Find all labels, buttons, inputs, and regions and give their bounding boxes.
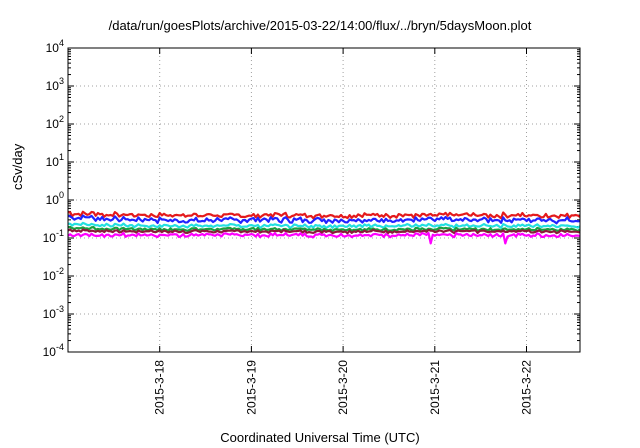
chart-title: /data/run/goesPlots/archive/2015-03-22/1…	[108, 18, 532, 33]
y-tick-label: 10-4	[43, 342, 64, 359]
series-line	[67, 214, 581, 225]
series-line	[67, 225, 581, 233]
y-tick-label: 10-2	[43, 266, 64, 283]
y-tick-label: 101	[46, 152, 64, 169]
x-axis-label: Coordinated Universal Time (UTC)	[220, 430, 420, 445]
plot-frame	[67, 47, 581, 353]
y-tick-label: 10-1	[43, 228, 64, 245]
x-tick-label: 2015-3-22	[520, 360, 534, 415]
y-tick-label: 10-3	[43, 304, 64, 321]
x-tick-label: 2015-3-20	[336, 360, 350, 415]
x-tick-label: 2015-3-18	[153, 360, 167, 415]
x-tick-label: 2015-3-19	[244, 360, 258, 415]
series-line	[67, 231, 581, 245]
y-tick-label: 104	[46, 38, 64, 55]
y-tick-label: 100	[46, 190, 64, 207]
y-axis-label: cSv/day	[10, 143, 25, 190]
y-tick-label: 102	[46, 114, 64, 131]
series-line	[67, 210, 581, 220]
series-line	[67, 221, 581, 229]
y-tick-label: 103	[46, 76, 64, 93]
x-tick-label: 2015-3-21	[428, 360, 442, 415]
series-line	[67, 228, 581, 235]
